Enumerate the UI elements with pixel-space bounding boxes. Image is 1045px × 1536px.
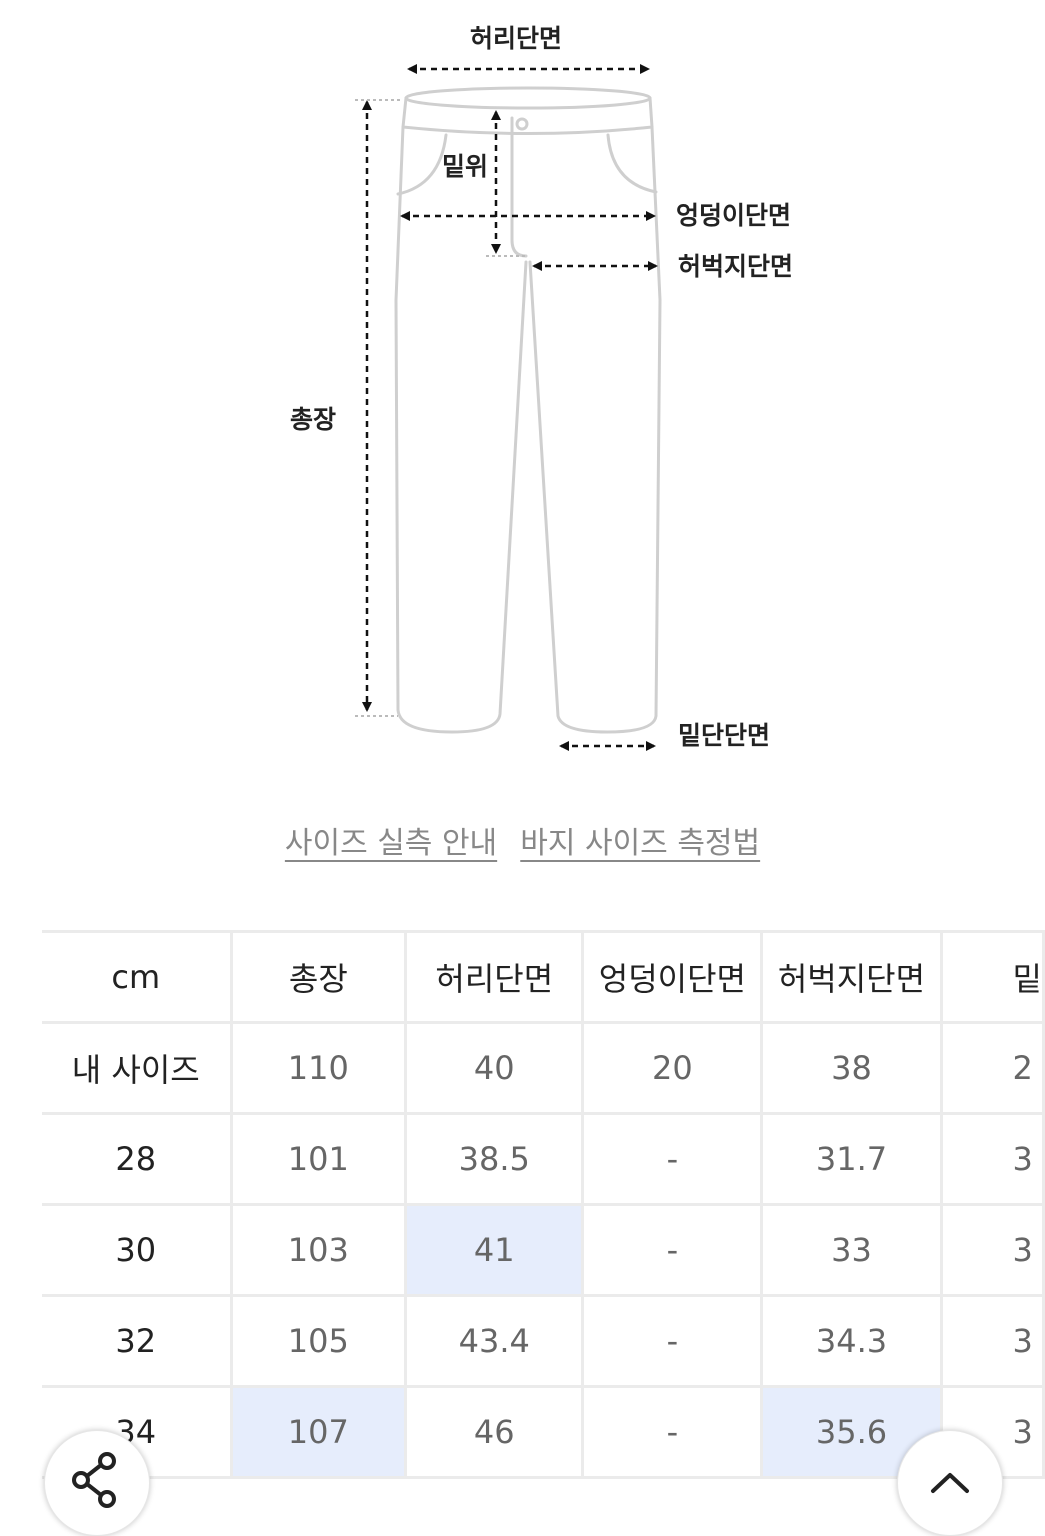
label-waist: 허리단면 <box>470 24 563 53</box>
size-guide-links: 사이즈 실측 안내 바지 사이즈 측정법 <box>0 818 1045 862</box>
table-cell-highlighted: 107 <box>231 1386 408 1479</box>
table-cell: 33 <box>761 1204 943 1297</box>
table-cell: 105 <box>231 1295 408 1388</box>
header-cell: 엉덩이단면 <box>582 931 764 1024</box>
table-cell: - <box>582 1295 764 1388</box>
table-cell: 40 <box>405 1022 585 1115</box>
table-cell: 110 <box>231 1022 408 1115</box>
row-label: 32 <box>42 1295 233 1388</box>
pants-measurement-diagram: 허리단면 밑위 엉덩이단면 허벅지단면 총장 밑단단면 <box>290 24 794 751</box>
pants-outline <box>355 64 662 751</box>
table-cell: 31.7 <box>761 1113 943 1206</box>
table-cell: 43.4 <box>405 1295 585 1388</box>
header-cell: 총장 <box>231 931 408 1024</box>
share-icon <box>72 1452 116 1508</box>
table-cell: 3 <box>941 1204 1045 1297</box>
table-cell: 3 <box>941 1295 1045 1388</box>
row-label: 내 사이즈 <box>42 1022 233 1115</box>
row-label: 28 <box>42 1113 233 1206</box>
label-hip: 엉덩이단면 <box>676 201 792 230</box>
table-cell: 2 <box>941 1022 1045 1115</box>
size-table: cm 총장 허리단면 엉덩이단면 허벅지단면 밑 내 사이즈 110 40 20… <box>42 930 1045 1479</box>
table-row: 30 103 41 - 33 3 <box>42 1204 1045 1297</box>
table-cell: 34.3 <box>761 1295 943 1388</box>
measure-method-link[interactable]: 바지 사이즈 측정법 <box>520 826 761 861</box>
table-cell-highlighted: 41 <box>405 1204 585 1297</box>
share-button[interactable] <box>44 1430 150 1536</box>
row-label: 30 <box>42 1204 233 1297</box>
table-cell: - <box>582 1204 764 1297</box>
table-cell: - <box>582 1386 764 1479</box>
table-row: 내 사이즈 110 40 20 38 2 <box>42 1022 1045 1115</box>
header-cell: 허벅지단면 <box>761 931 943 1024</box>
table-header-row: cm 총장 허리단면 엉덩이단면 허벅지단면 밑 <box>42 931 1045 1024</box>
table-cell: 38.5 <box>405 1113 585 1206</box>
table-row: 32 105 43.4 - 34.3 3 <box>42 1295 1045 1388</box>
label-hem: 밑단단면 <box>678 721 771 750</box>
label-thigh: 허벅지단면 <box>678 252 794 281</box>
table-cell: - <box>582 1113 764 1206</box>
chevron-up-icon <box>931 1473 969 1493</box>
table-row: 34 107 46 - 35.6 3 <box>42 1386 1045 1479</box>
table-cell: 46 <box>405 1386 585 1479</box>
table-row: 28 101 38.5 - 31.7 3 <box>42 1113 1045 1206</box>
table-cell: 38 <box>761 1022 943 1115</box>
scroll-top-button[interactable] <box>897 1430 1003 1536</box>
header-cell: cm <box>42 931 233 1024</box>
table-cell: 101 <box>231 1113 408 1206</box>
table-cell: 103 <box>231 1204 408 1297</box>
table-cell-highlighted: 35.6 <box>761 1386 943 1479</box>
header-cell: 밑 <box>941 931 1045 1024</box>
label-total-length: 총장 <box>290 405 337 434</box>
size-guide-link[interactable]: 사이즈 실측 안내 <box>284 826 498 861</box>
header-cell: 허리단면 <box>405 931 585 1024</box>
table-cell: 20 <box>582 1022 764 1115</box>
label-rise: 밑위 <box>442 152 489 181</box>
table-cell: 3 <box>941 1113 1045 1206</box>
